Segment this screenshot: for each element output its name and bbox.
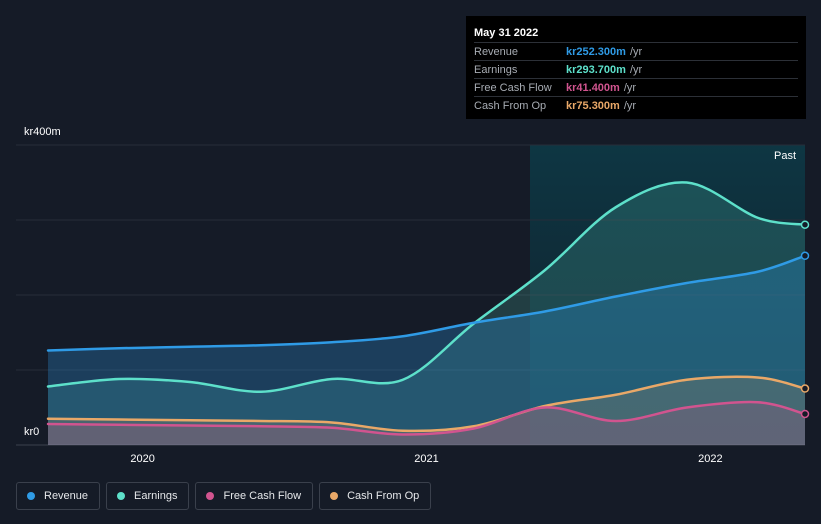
tooltip-unit: /yr	[629, 63, 643, 76]
legend-dot-icon	[117, 492, 126, 500]
revenue-area	[48, 255, 805, 445]
tooltip-unit: /yr	[623, 99, 637, 112]
x-tick-label: 2020	[130, 453, 154, 465]
series-areas	[48, 182, 805, 445]
past-label: Past	[774, 150, 797, 162]
tooltip-date: May 31 2022	[474, 27, 539, 39]
legend-item-revenue[interactable]: Revenue	[16, 482, 101, 510]
legend-item-cash-from-op[interactable]: Cash From Op	[319, 482, 432, 510]
free-cash-flow-line	[46, 400, 807, 436]
tooltip: May 31 2022 Revenue kr252.300m /yr Earni…	[466, 16, 806, 119]
tooltip-row-revenue: Revenue kr252.300m /yr	[474, 42, 798, 60]
tooltip-value: kr293.700m	[566, 63, 626, 76]
tooltip-value: kr41.400m	[566, 81, 620, 94]
tooltip-label: Free Cash Flow	[474, 81, 552, 94]
legend-label: Earnings	[134, 490, 178, 502]
tooltip-row-earnings: Earnings kr293.700m /yr	[474, 60, 798, 78]
x-tick-label: 2021	[414, 453, 438, 465]
tooltip-unit: /yr	[623, 81, 637, 94]
tooltip-row-cash-from-op: Cash From Op kr75.300m /yr	[474, 96, 798, 114]
revenue-line	[46, 254, 807, 352]
tooltip-label: Revenue	[474, 45, 519, 58]
earnings-line	[46, 181, 807, 394]
series-end-markers	[800, 220, 810, 419]
legend-label: Free Cash Flow	[223, 490, 302, 502]
tooltip-unit: /yr	[629, 45, 643, 58]
chart-legend: Revenue Earnings Free Cash Flow Cash Fro…	[16, 482, 432, 510]
y-axis-bottom-label: kr0	[24, 426, 40, 438]
free-cash-flow-end-point	[800, 409, 810, 419]
legend-label: Revenue	[44, 490, 89, 502]
cash-from-op-line	[46, 375, 807, 433]
y-axis-top-label: kr400m	[24, 126, 61, 138]
grid-lines	[16, 144, 805, 446]
x-tick-label: 2022	[698, 453, 722, 465]
earnings-end-point	[800, 220, 810, 229]
tooltip-label: Earnings	[474, 63, 518, 76]
revenue-end-point	[800, 251, 810, 261]
tooltip-value: kr252.300m	[566, 45, 626, 58]
series-lines	[46, 181, 807, 436]
legend-dot-icon	[206, 492, 215, 500]
legend-item-free-cash-flow[interactable]: Free Cash Flow	[195, 482, 314, 510]
legend-label: Cash From Op	[347, 490, 420, 502]
cash-from-op-area	[48, 376, 805, 445]
tooltip-label: Cash From Op	[474, 99, 547, 112]
legend-dot-icon	[27, 492, 35, 500]
tooltip-value: kr75.300m	[566, 99, 620, 112]
free-cash-flow-area	[48, 402, 805, 445]
legend-dot-icon	[330, 492, 339, 500]
legend-item-earnings[interactable]: Earnings	[106, 482, 190, 510]
x-axis-ticks: 2020 2021 2022	[130, 453, 722, 465]
tooltip-row-free-cash-flow: Free Cash Flow kr41.400m /yr	[474, 78, 798, 96]
earnings-area	[48, 182, 805, 445]
cash-from-op-end-point	[800, 384, 810, 393]
